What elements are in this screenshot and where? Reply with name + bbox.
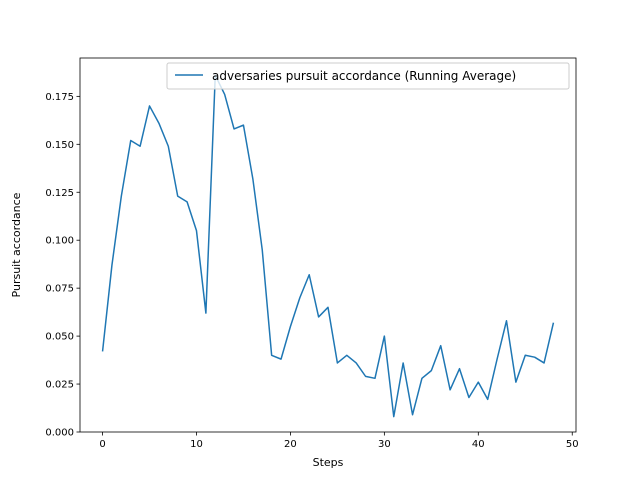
y-tick-label: 0.000 [45,428,74,439]
y-tick-label: 0.100 [45,236,74,247]
legend-box [166,62,570,90]
y-axis-label: Pursuit accordance [10,192,23,297]
axes-frame [79,57,577,433]
x-axis: 0 10 20 30 40 50 [99,432,579,450]
y-tick-label: 0.050 [45,332,74,343]
x-axis-label: Steps [313,456,344,469]
x-tick-label: 40 [472,439,485,450]
y-tick-label: 0.025 [45,380,74,391]
plot-area [101,74,555,418]
x-tick-label: 30 [378,439,391,450]
x-tick-label: 10 [190,439,203,450]
x-tick-label: 50 [566,439,579,450]
y-tick-label: 0.150 [45,140,74,151]
y-tick-label: 0.125 [45,188,74,199]
legend: adversaries pursuit accordance (Running … [166,62,570,90]
y-axis: 0.000 0.025 0.050 0.075 0.100 0.125 0.150 0.175 [45,92,80,439]
y-tick-label: 0.075 [45,284,74,295]
y-tick-label: 0.175 [45,92,74,103]
legend-entry: adversaries pursuit accordance (Running … [212,69,516,83]
x-tick-label: 0 [99,439,105,450]
x-tick-label: 20 [284,439,297,450]
series-line [101,74,555,418]
